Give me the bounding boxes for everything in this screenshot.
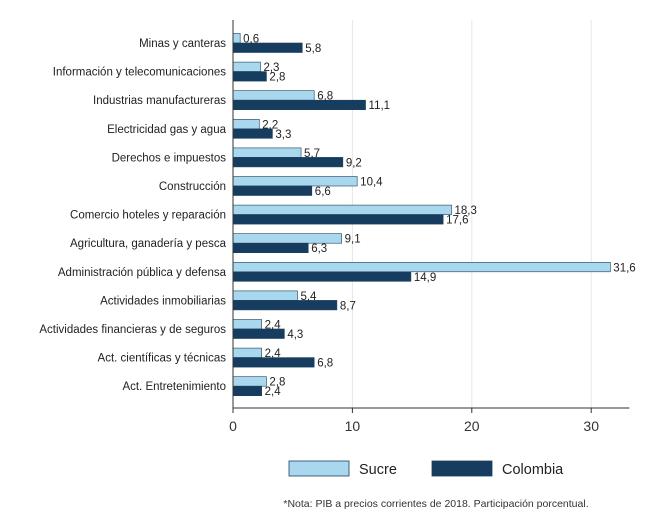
bar-colombia-8	[232, 271, 412, 282]
category-label: Electricidad gas y agua	[107, 124, 227, 136]
value-label-sucre: 5,4	[300, 291, 317, 303]
bar-colombia-12	[232, 385, 262, 397]
value-label-colombia: 14,9	[414, 272, 436, 284]
value-label-sucre: 2,8	[269, 377, 285, 389]
value-label-sucre: 2,3	[263, 62, 279, 74]
legend-swatch-colombia	[431, 460, 493, 477]
bar-sucre-1	[232, 61, 261, 72]
value-label-sucre: 0,6	[243, 34, 259, 46]
bar-sucre-0	[232, 33, 241, 44]
value-label-colombia: 17,6	[446, 215, 468, 227]
value-label-sucre: 31,6	[613, 262, 635, 274]
bar-sucre-8	[232, 261, 611, 273]
legend-label-colombia: Colombia	[502, 462, 564, 478]
bar-sucre-7	[232, 233, 342, 244]
legend-label-sucre: Sucre	[359, 462, 397, 478]
x-axis: 0 10 20 30	[229, 20, 630, 434]
category-label: Comercio hoteles y reparación	[70, 210, 226, 222]
bars	[232, 33, 611, 397]
bar-sucre-2	[232, 90, 315, 101]
value-label-colombia: 9,2	[346, 157, 362, 169]
bar-sucre-5	[232, 176, 358, 187]
category-label: Derechos e impuestos	[112, 152, 227, 164]
bar-sucre-9	[232, 290, 298, 301]
value-label-colombia: 11,1	[369, 100, 391, 112]
value-label-colombia: 8,7	[340, 300, 356, 312]
footnote: *Nota: PIB a precios corrientes de 2018.…	[283, 498, 588, 510]
category-label: Administración pública y defensa	[58, 267, 227, 279]
value-label-colombia: 6,8	[317, 358, 333, 370]
bar-sucre-11	[232, 347, 262, 358]
category-label: Actividades financieras y de seguros	[39, 324, 226, 336]
category-label: Act. científicas y técnicas	[98, 353, 227, 365]
value-label-colombia: 2,4	[265, 386, 282, 398]
bar-colombia-5	[232, 185, 313, 196]
value-label-sucre: 2,2	[262, 119, 278, 131]
bar-sucre-6	[232, 204, 452, 215]
category-label: Act. Entretenimiento	[122, 381, 226, 393]
category-label: Construcción	[159, 181, 226, 193]
bar-colombia-9	[232, 300, 338, 311]
value-label-sucre: 9,1	[345, 234, 361, 246]
x-tick-label: 20	[464, 418, 480, 434]
legend-swatch-sucre	[288, 460, 350, 477]
bar-sucre-4	[232, 147, 302, 158]
x-tick-label: 0	[229, 418, 237, 434]
value-label-sucre: 6,8	[317, 91, 333, 103]
category-label: Industrias manufactureras	[93, 95, 226, 107]
bar-sucre-10	[232, 319, 262, 330]
category-label: Actividades inmobiliarias	[100, 295, 226, 307]
value-label-colombia: 2,8	[269, 72, 285, 84]
bar-sucre-12	[232, 376, 267, 387]
bar-colombia-2	[232, 99, 366, 110]
data-labels: 0,65,82,32,86,811,12,23,35,79,210,46,618…	[243, 34, 636, 399]
value-label-colombia: 6,3	[311, 243, 327, 255]
category-labels: Minas y canteras Información y telecomuni…	[39, 38, 226, 393]
bar-colombia-1	[232, 71, 267, 82]
category-label: Agricultura, ganadería y pesca	[70, 238, 227, 250]
value-label-sucre: 2,4	[265, 348, 282, 360]
x-tick-label: 30	[583, 418, 599, 434]
category-label: Minas y canteras	[139, 38, 226, 50]
category-label: Información y telecomunicaciones	[53, 67, 226, 79]
bar-colombia-4	[232, 157, 344, 168]
x-tick-label: 10	[345, 418, 361, 434]
value-label-colombia: 6,6	[315, 186, 331, 198]
bar-colombia-6	[232, 214, 444, 225]
legend: Sucre Colombia	[288, 460, 564, 478]
value-label-sucre: 10,4	[360, 177, 383, 189]
bar-colombia-7	[232, 242, 309, 253]
value-label-colombia: 4,3	[287, 329, 303, 341]
value-label-sucre: 2,4	[265, 320, 282, 332]
value-label-colombia: 5,8	[305, 43, 321, 55]
value-label-sucre: 18,3	[455, 205, 477, 217]
value-label-colombia: 3,3	[275, 129, 291, 141]
bar-sucre-3	[232, 119, 260, 130]
value-label-sucre: 5,7	[304, 148, 320, 160]
